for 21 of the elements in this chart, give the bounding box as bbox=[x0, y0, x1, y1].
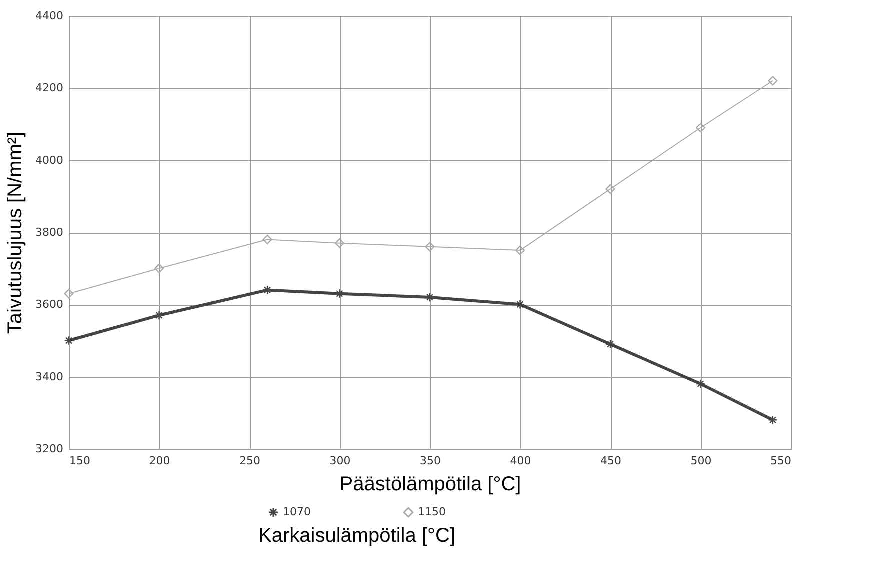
y-tick-label: 3800 bbox=[36, 226, 64, 239]
y-tick-label: 4000 bbox=[36, 154, 64, 167]
legend-title: Karkaisulämpötila [°C] bbox=[258, 525, 456, 547]
x-tick-label: 550 bbox=[770, 454, 792, 468]
x-tick-label: 500 bbox=[690, 454, 712, 468]
y-tick-label: 3400 bbox=[36, 370, 64, 384]
x-tick-label: 300 bbox=[330, 454, 351, 468]
x-tick-label: 250 bbox=[240, 454, 260, 468]
y-tick-label: 3200 bbox=[36, 442, 64, 456]
x-tick-label: 450 bbox=[600, 454, 622, 468]
x-tick-label: 150 bbox=[70, 454, 90, 468]
legend-label: 1070 bbox=[283, 506, 311, 519]
y-tick-label: 3600 bbox=[36, 298, 64, 312]
x-tick-label: 400 bbox=[510, 454, 532, 468]
x-tick-label: 350 bbox=[420, 454, 441, 468]
y-axis-title: Taivutuslujuus [N/mm²] bbox=[4, 132, 27, 334]
x-axis-title: Päästölämpötila [°C] bbox=[340, 474, 522, 496]
legend-label: 1150 bbox=[418, 506, 446, 519]
y-tick-label: 4400 bbox=[36, 10, 64, 22]
x-tick-label: 200 bbox=[149, 454, 170, 468]
y-tick-label: 4200 bbox=[36, 82, 64, 95]
